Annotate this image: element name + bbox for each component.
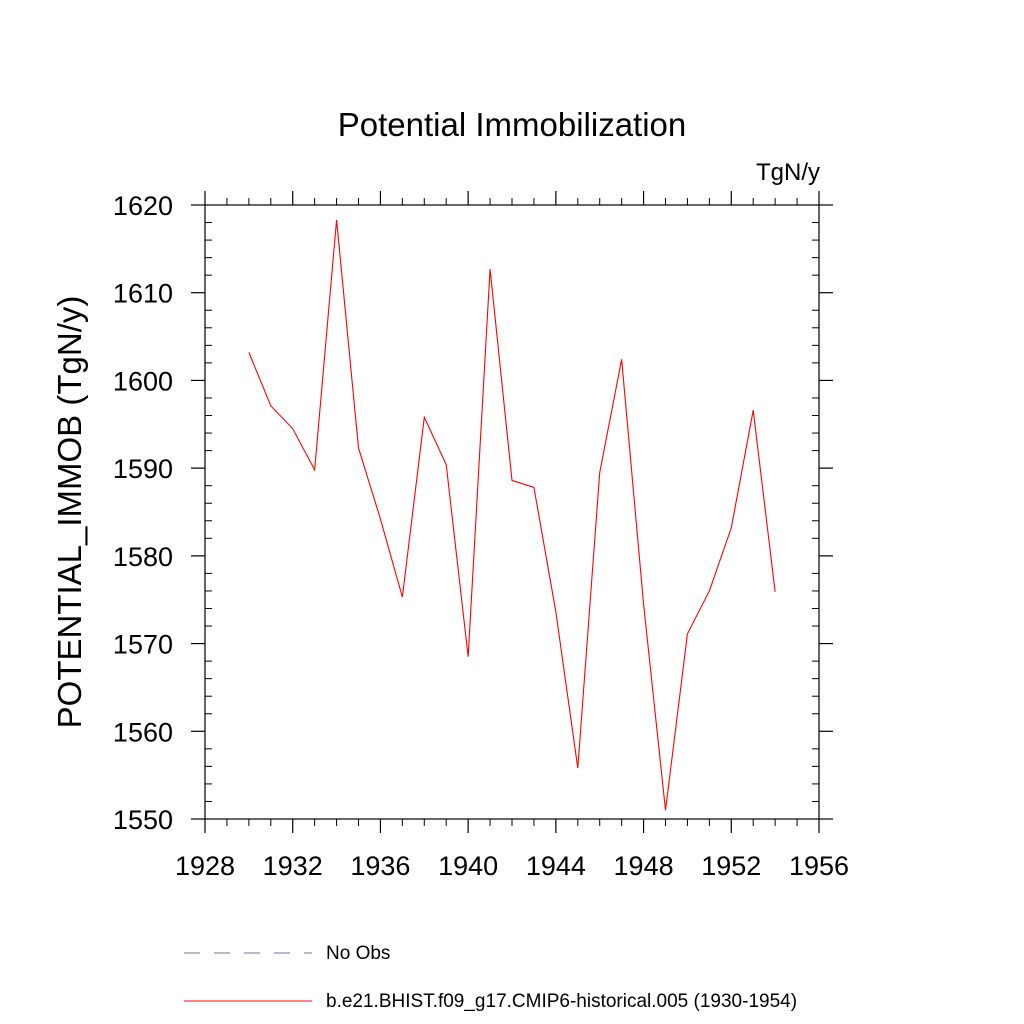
- y-tick-label-1560: 1560: [113, 717, 173, 747]
- x-tick-label-1928: 1928: [175, 851, 235, 881]
- x-tick-label-1944: 1944: [526, 851, 586, 881]
- x-tick-label-1936: 1936: [350, 851, 410, 881]
- y-tick-label-1580: 1580: [113, 542, 173, 572]
- x-tick-label-1952: 1952: [701, 851, 761, 881]
- y-tick-label-1600: 1600: [113, 366, 173, 396]
- legend-label-series: b.e21.BHIST.f09_g17.CMIP6-historical.005…: [326, 991, 797, 1012]
- legend-label-no-obs: No Obs: [326, 943, 390, 964]
- y-tick-label-1570: 1570: [113, 630, 173, 660]
- y-tick-label-1550: 1550: [113, 805, 173, 835]
- units-label: TgN/y: [756, 159, 820, 186]
- y-tick-label-1620: 1620: [113, 191, 173, 221]
- y-axis-label: POTENTIAL_IMMOB (TgN/y): [51, 296, 88, 729]
- y-tick-label-1610: 1610: [113, 279, 173, 309]
- ticks: 1928 1932 1936 1940 1944 1948 1952 1956 1550 1560…: [113, 191, 849, 881]
- chart-title: Potential Immobilization: [338, 106, 687, 143]
- x-tick-label-1948: 1948: [614, 851, 674, 881]
- y-tick-label-1590: 1590: [113, 454, 173, 484]
- x-tick-label-1956: 1956: [789, 851, 849, 881]
- series: [248, 219, 776, 811]
- series-line-0: [248, 219, 776, 811]
- legend: No Obs b.e21.BHIST.f09_g17.CMIP6-histori…: [184, 943, 797, 1012]
- x-tick-label-1932: 1932: [263, 851, 323, 881]
- x-tick-label-1940: 1940: [438, 851, 498, 881]
- plot-frame: [204, 204, 820, 820]
